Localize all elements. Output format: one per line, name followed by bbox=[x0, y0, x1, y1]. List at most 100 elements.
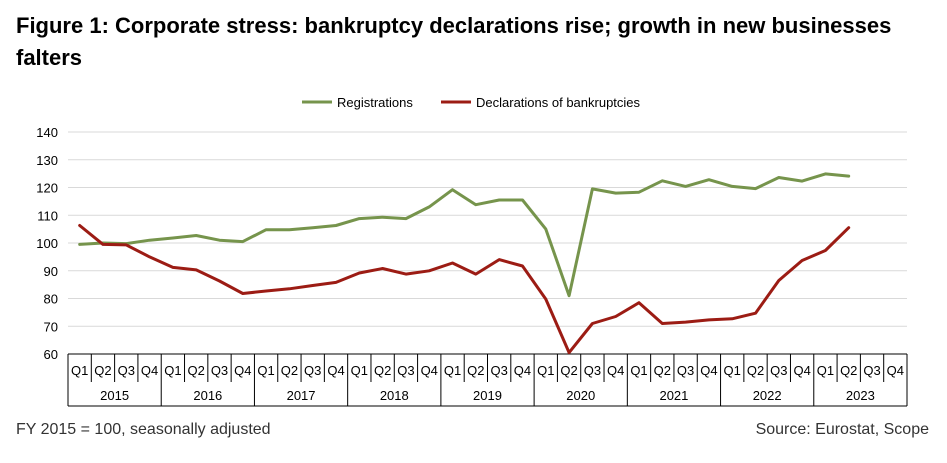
chart-title: Figure 1: Corporate stress: bankruptcy d… bbox=[16, 13, 892, 70]
data-point bbox=[311, 226, 314, 229]
data-point bbox=[358, 272, 361, 274]
x-tick-label: Q4 bbox=[141, 363, 158, 378]
x-tick-label: Q1 bbox=[724, 363, 741, 378]
x-tick-label: Q2 bbox=[94, 363, 111, 378]
data-point bbox=[708, 178, 710, 181]
series-line-declarations-of-bankruptcies bbox=[78, 224, 851, 355]
data-point bbox=[78, 243, 81, 246]
x-tick-label: Q2 bbox=[374, 363, 391, 378]
x-tick-label: Q4 bbox=[700, 363, 717, 378]
legend-item: Declarations of bankruptcies bbox=[441, 95, 641, 110]
x-tick-label: Q2 bbox=[654, 363, 671, 378]
data-point bbox=[428, 269, 431, 272]
data-point bbox=[171, 266, 174, 269]
x-tick-label: Q1 bbox=[351, 363, 368, 378]
x-tick-label: Q3 bbox=[584, 363, 601, 378]
x-tick-label: Q4 bbox=[607, 363, 624, 378]
data-point bbox=[731, 185, 734, 188]
data-point bbox=[148, 239, 151, 242]
data-point bbox=[521, 265, 524, 267]
x-tick-label: Q1 bbox=[817, 363, 834, 378]
data-point bbox=[614, 315, 617, 318]
x-tick-label: Q1 bbox=[444, 363, 461, 378]
data-point bbox=[428, 206, 431, 208]
data-point bbox=[288, 287, 291, 290]
y-tick-label: 60 bbox=[44, 347, 58, 362]
x-tick-label: Q1 bbox=[71, 363, 88, 378]
data-point bbox=[568, 351, 570, 354]
x-tick-label: Q4 bbox=[421, 363, 438, 378]
data-point bbox=[148, 255, 151, 258]
x-tick-label: Q3 bbox=[863, 363, 880, 378]
year-label: 2015 bbox=[100, 388, 129, 403]
year-label: 2021 bbox=[659, 388, 688, 403]
data-point bbox=[241, 292, 244, 295]
data-point bbox=[801, 259, 804, 262]
x-tick-label: Q1 bbox=[630, 363, 647, 378]
x-tick-label: Q3 bbox=[118, 363, 135, 378]
year-label: 2016 bbox=[193, 388, 222, 403]
data-point bbox=[544, 228, 547, 231]
legend-item: Registrations bbox=[302, 95, 413, 110]
source-note: Source: Eurostat, Scope bbox=[755, 421, 929, 438]
year-label: 2023 bbox=[846, 388, 875, 403]
data-point bbox=[708, 318, 710, 321]
y-tick-label: 110 bbox=[37, 208, 58, 223]
data-point bbox=[195, 234, 198, 237]
year-label: 2020 bbox=[566, 388, 595, 403]
data-point bbox=[451, 188, 454, 191]
y-tick-label: 140 bbox=[36, 125, 58, 140]
data-point bbox=[568, 294, 570, 297]
x-tick-label: Q1 bbox=[257, 363, 274, 378]
data-point bbox=[171, 237, 174, 239]
y-tick-label: 100 bbox=[36, 236, 58, 251]
x-tick-label: Q2 bbox=[188, 363, 205, 378]
data-point bbox=[241, 240, 244, 243]
data-point bbox=[661, 179, 664, 182]
x-tick-label: Q2 bbox=[281, 363, 298, 378]
x-tick-label: Q3 bbox=[677, 363, 694, 378]
legend: Registrations Declarations of bankruptcie… bbox=[302, 95, 641, 110]
data-point bbox=[288, 228, 291, 231]
x-tick-label: Q4 bbox=[327, 363, 344, 378]
data-point bbox=[684, 185, 687, 188]
data-point bbox=[78, 224, 81, 227]
year-label: 2022 bbox=[753, 388, 782, 403]
data-point bbox=[591, 322, 594, 325]
data-point bbox=[195, 269, 198, 271]
year-label: 2018 bbox=[380, 388, 409, 403]
legend-label: Registrations bbox=[337, 95, 413, 110]
x-tick-label: Q4 bbox=[793, 363, 810, 378]
x-tick-label: Q4 bbox=[234, 363, 251, 378]
data-point bbox=[591, 187, 594, 190]
data-point bbox=[754, 187, 757, 190]
data-point bbox=[405, 217, 407, 220]
x-tick-label: Q2 bbox=[560, 363, 577, 378]
x-tick-label: Q2 bbox=[840, 363, 857, 378]
data-point bbox=[801, 180, 804, 183]
x-axis: Q1 Q2 Q3 Q4 Q1 Q2 Q3 Q4 Q1 Q2 Q3 Q4 Q1 Q2 Q3 Q4 Q1 Q2 Q3 Q4… bbox=[67, 353, 908, 407]
x-tick-label: Q4 bbox=[887, 363, 904, 378]
data-point bbox=[521, 199, 524, 201]
data-point bbox=[638, 301, 640, 304]
x-tick-label: Q3 bbox=[211, 363, 228, 378]
series-line-registrations bbox=[78, 172, 851, 298]
x-tick-label: Q3 bbox=[770, 363, 787, 378]
data-point bbox=[614, 192, 617, 194]
x-tick-label: Q2 bbox=[747, 363, 764, 378]
data-point bbox=[451, 262, 454, 264]
y-axis: 60 70 80 90 100 110 120 130 140 bbox=[36, 125, 58, 362]
data-point bbox=[218, 280, 221, 282]
data-point bbox=[661, 322, 664, 325]
data-point bbox=[381, 216, 384, 219]
data-point bbox=[498, 258, 501, 261]
data-point bbox=[474, 273, 477, 275]
x-tick-label: Q1 bbox=[164, 363, 181, 378]
x-tick-label: Q4 bbox=[514, 363, 531, 378]
y-tick-label: 130 bbox=[36, 153, 58, 168]
data-point bbox=[265, 290, 267, 292]
series-layer bbox=[78, 172, 851, 355]
data-point bbox=[847, 226, 850, 229]
y-tick-label: 80 bbox=[44, 292, 58, 307]
